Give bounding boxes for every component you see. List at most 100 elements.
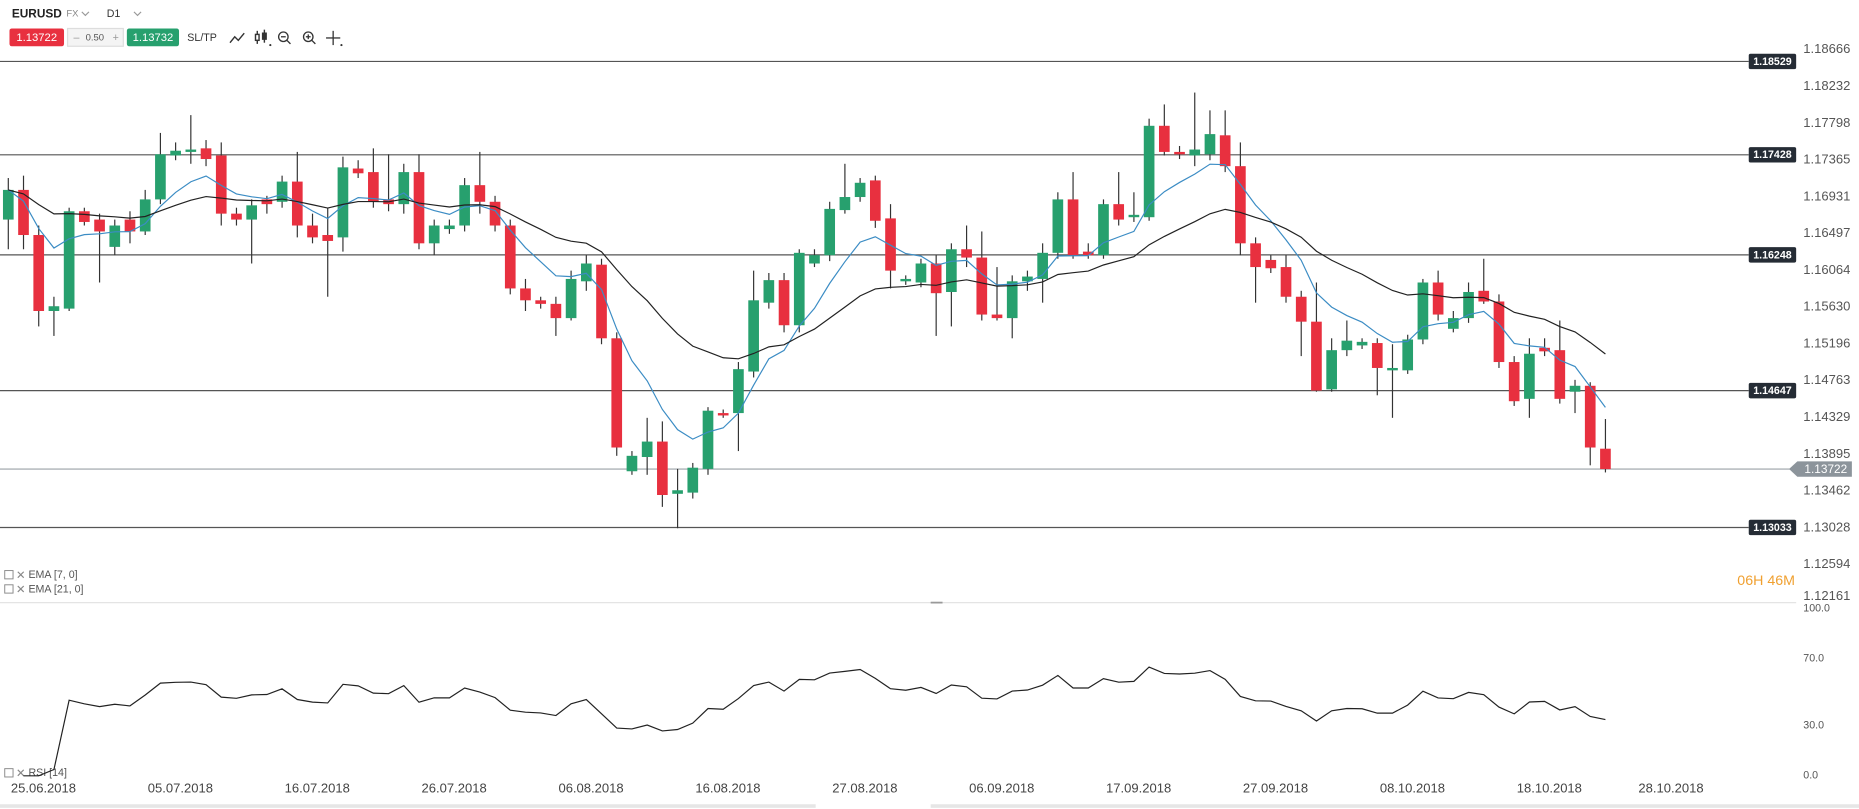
plus[interactable]: +: [113, 32, 119, 44]
candle-body-down: [869, 180, 881, 221]
y-tick-label: 1.15630: [1803, 299, 1850, 314]
market[interactable]: FX: [66, 9, 79, 20]
x-tick-label: 25.06.2018: [11, 780, 76, 795]
candle-body-down: [976, 257, 988, 315]
line-chart-icon[interactable]: [229, 32, 245, 44]
y-tick-label: 1.16497: [1803, 225, 1850, 240]
candle-body-up: [641, 441, 653, 458]
candle-body-down: [215, 155, 227, 214]
candle-body-up: [1387, 367, 1398, 371]
candle-body-down: [352, 168, 364, 174]
level-label-box: [1748, 53, 1797, 70]
zoom-in-icon[interactable]: [302, 31, 316, 45]
sell-button[interactable]: [9, 28, 65, 47]
legend-ema21: EMA [21, 0]: [4, 583, 84, 595]
x-tick-label: 16.07.2018: [285, 780, 350, 795]
candle-body-down: [231, 213, 242, 220]
candle-body-down: [1493, 301, 1505, 363]
sltp-button[interactable]: SL/TP: [187, 32, 217, 44]
symbol[interactable]: EURUSD: [12, 6, 62, 20]
candle-body-up: [1037, 252, 1048, 279]
candle-body-down: [1508, 362, 1520, 402]
candle-body-down: [124, 219, 136, 232]
x-tick-label: 27.08.2018: [832, 780, 897, 795]
level-label: 1.17428: [1753, 149, 1792, 161]
last-price-box: [1789, 461, 1852, 477]
candle-body-down: [1554, 350, 1566, 399]
zoom-out-icon[interactable]: [277, 31, 291, 45]
scrollbar-track[interactable]: [930, 804, 1859, 808]
candle-body-up: [444, 225, 455, 230]
candle-body-up: [687, 467, 699, 493]
candle-body-up: [1204, 134, 1216, 155]
candle-body-up: [839, 197, 851, 211]
minus[interactable]: –: [74, 32, 80, 44]
legend-remove[interactable]: [17, 769, 25, 777]
bid-price[interactable]: 1.13722: [16, 32, 57, 44]
candle-body-up: [565, 278, 577, 319]
dropdown-arrow[interactable]: [81, 11, 90, 17]
candle-body-up: [946, 249, 957, 292]
legend-icon[interactable]: [4, 570, 14, 580]
candle-body-down: [550, 303, 562, 319]
candle-body-down: [18, 189, 29, 236]
candle-body-down: [657, 441, 668, 495]
candle-body-down: [611, 338, 623, 448]
candle-body-down: [717, 413, 729, 416]
candle-body-down: [1082, 251, 1094, 256]
legend-label: EMA [21, 0]: [28, 583, 83, 595]
candle-body-up: [809, 255, 820, 264]
candle-body-up: [276, 181, 288, 202]
level-label: 1.13033: [1753, 522, 1792, 534]
timeframe[interactable]: D1: [107, 8, 121, 20]
crosshair-icon[interactable]: [326, 30, 341, 46]
level-label-box: [1748, 382, 1797, 399]
x-tick-label: 27.09.2018: [1243, 780, 1308, 795]
y-tick-label: 1.16064: [1803, 262, 1850, 277]
x-tick-label: 28.10.2018: [1638, 780, 1703, 795]
buy-button[interactable]: [126, 28, 180, 47]
candle-body-down: [1311, 321, 1322, 391]
ask-price[interactable]: 1.13732: [133, 32, 174, 44]
candle-body-down: [474, 185, 486, 202]
ema-line: [8, 189, 1606, 360]
candle-body-down: [1250, 243, 1261, 268]
x-tick-label: 26.07.2018: [422, 780, 487, 795]
candle-body-up: [2, 189, 14, 220]
rsi-tick-label: 70.0: [1803, 653, 1824, 665]
candle-body-down: [1174, 151, 1185, 155]
candle-body-down: [413, 172, 425, 244]
legend-remove[interactable]: [17, 585, 25, 593]
candle-body-down: [1280, 267, 1292, 297]
candle-body-up: [1447, 318, 1459, 329]
rsi-line: [23, 666, 1606, 777]
candle-body-up: [109, 225, 121, 247]
legend-icon[interactable]: [4, 768, 14, 778]
candle-body-up: [824, 208, 836, 256]
candle-body-down: [1265, 259, 1277, 269]
candle-body-down: [535, 300, 547, 304]
candle-body-down: [94, 219, 105, 232]
spread: 0.50: [86, 32, 104, 43]
legend-icon[interactable]: [4, 584, 14, 594]
legend-remove[interactable]: [17, 571, 25, 579]
level-label-box: [1748, 247, 1797, 263]
candle-body-up: [1052, 199, 1064, 253]
candle-icon[interactable]: [254, 29, 267, 44]
candle-body-up: [170, 150, 181, 156]
candle-body-up: [580, 263, 592, 282]
candle-body-down: [1219, 135, 1231, 167]
x-tick-label: 05.07.2018: [148, 780, 213, 795]
y-tick-label: 1.14329: [1803, 409, 1850, 424]
candle-body-down: [79, 211, 90, 222]
rsi-tick-label: 100.0: [1803, 602, 1830, 614]
scrollbar-track[interactable]: [0, 804, 816, 808]
candle-body-down: [489, 201, 501, 226]
legend-label: EMA [7, 0]: [28, 569, 77, 581]
candle-body-up: [155, 154, 166, 200]
level-label: 1.18529: [1753, 56, 1792, 68]
candle-body-up: [63, 211, 75, 309]
level-label: 1.16248: [1753, 249, 1792, 261]
dropdown-arrow[interactable]: [133, 11, 142, 17]
